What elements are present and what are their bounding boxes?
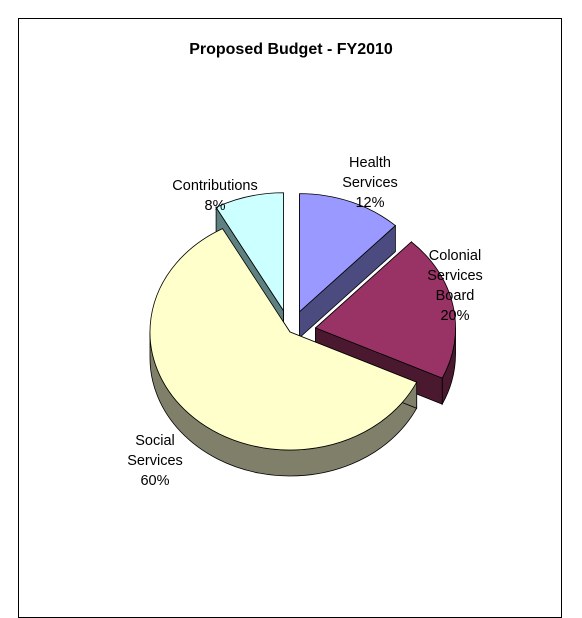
label-social-services-line: Social <box>135 433 175 449</box>
label-health-services-line: Health <box>349 155 391 171</box>
label-colonial-services-board-line: Services <box>427 268 483 284</box>
chart-area: Proposed Budget - FY2010 <box>18 18 562 618</box>
label-social-services-line: 60% <box>140 473 169 489</box>
label-health-services: Health Services 12% <box>342 155 398 211</box>
chart-title: Proposed Budget - FY2010 <box>189 41 393 58</box>
label-health-services-line: 12% <box>355 195 384 211</box>
slice-health-services <box>299 193 397 313</box>
slice-colonial-services-board <box>314 241 456 379</box>
label-colonial-services-board-line: 20% <box>440 308 469 324</box>
label-colonial-services-board: Colonial Services Board 20% <box>427 248 483 324</box>
slice-contributions <box>215 192 284 313</box>
label-colonial-services-board-line: Colonial <box>429 248 481 264</box>
slice-social-services <box>149 228 418 451</box>
label-social-services: Social Services 60% <box>127 433 183 489</box>
label-colonial-services-board-line: Board <box>436 288 475 304</box>
label-contributions: Contributions 8% <box>172 178 257 214</box>
label-social-services-line: Services <box>127 453 183 469</box>
slice-tops <box>149 192 456 451</box>
label-contributions-line: 8% <box>205 198 226 214</box>
label-contributions-line: Contributions <box>172 178 257 194</box>
label-health-services-line: Services <box>342 175 398 191</box>
pie-chart: Health Services 12% Colonial Services Board 20… <box>127 155 483 489</box>
